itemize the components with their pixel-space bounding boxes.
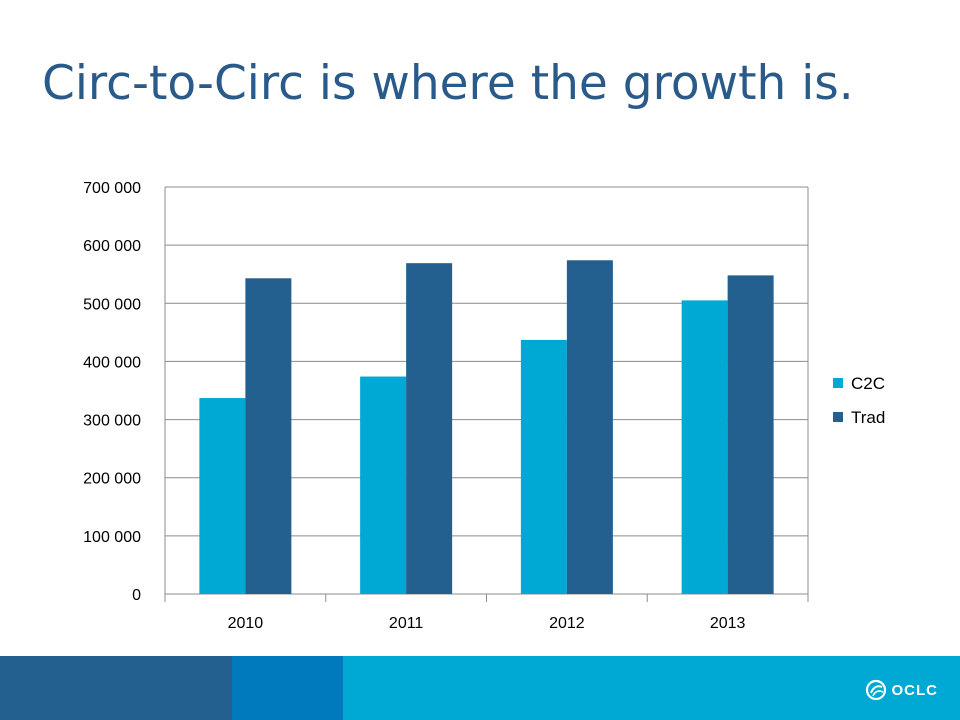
y-tick-label: 100 000 (83, 529, 141, 546)
bar-c2c-2012 (520, 339, 567, 594)
bar-trad-2013 (727, 275, 774, 594)
oclc-logo: OCLC (864, 678, 939, 702)
x-tick-label: 2012 (549, 615, 585, 632)
bar-c2c-2010 (199, 398, 246, 594)
y-tick-label: 200 000 (83, 471, 141, 488)
bar-c2c-2011 (360, 376, 407, 594)
x-tick-label: 2011 (389, 615, 424, 632)
y-tick-label: 600 000 (83, 238, 141, 255)
chart-legend: C2C Trad (833, 374, 885, 427)
oclc-logo-icon (865, 679, 886, 701)
y-tick-label: 400 000 (83, 354, 141, 371)
y-tick-label: 500 000 (83, 296, 141, 313)
slide-title: Circ-to-Circ is where the growth is. (42, 56, 854, 111)
chart-bars (199, 260, 774, 594)
legend-label: C2C (851, 374, 885, 393)
oclc-logo-text: OCLC (891, 681, 938, 699)
y-axis: 0 100 000 200 000 300 000 400 000 500 000 600 … (83, 180, 809, 604)
legend-label: Trad (851, 408, 885, 427)
footer-segment-mid (232, 656, 343, 720)
y-tick-label: 0 (132, 587, 141, 604)
bar-trad-2010 (245, 278, 292, 594)
footer-segment-dark (0, 656, 232, 720)
x-axis: 2010 2011 2012 2013 (164, 594, 809, 632)
footer-bar: OCLC (0, 656, 960, 720)
bar-chart: 0 100 000 200 000 300 000 400 000 500 000 600 … (83, 180, 885, 632)
footer-segment-light (343, 656, 960, 720)
x-tick-label: 2010 (228, 615, 264, 632)
bar-c2c-2013 (681, 300, 728, 594)
x-tick-label: 2013 (710, 615, 746, 632)
y-tick-label: 700 000 (83, 180, 141, 197)
legend-swatch (833, 378, 843, 388)
bar-trad-2012 (566, 260, 613, 594)
bar-trad-2011 (406, 263, 453, 594)
y-tick-label: 300 000 (83, 413, 141, 430)
legend-swatch (833, 412, 843, 422)
